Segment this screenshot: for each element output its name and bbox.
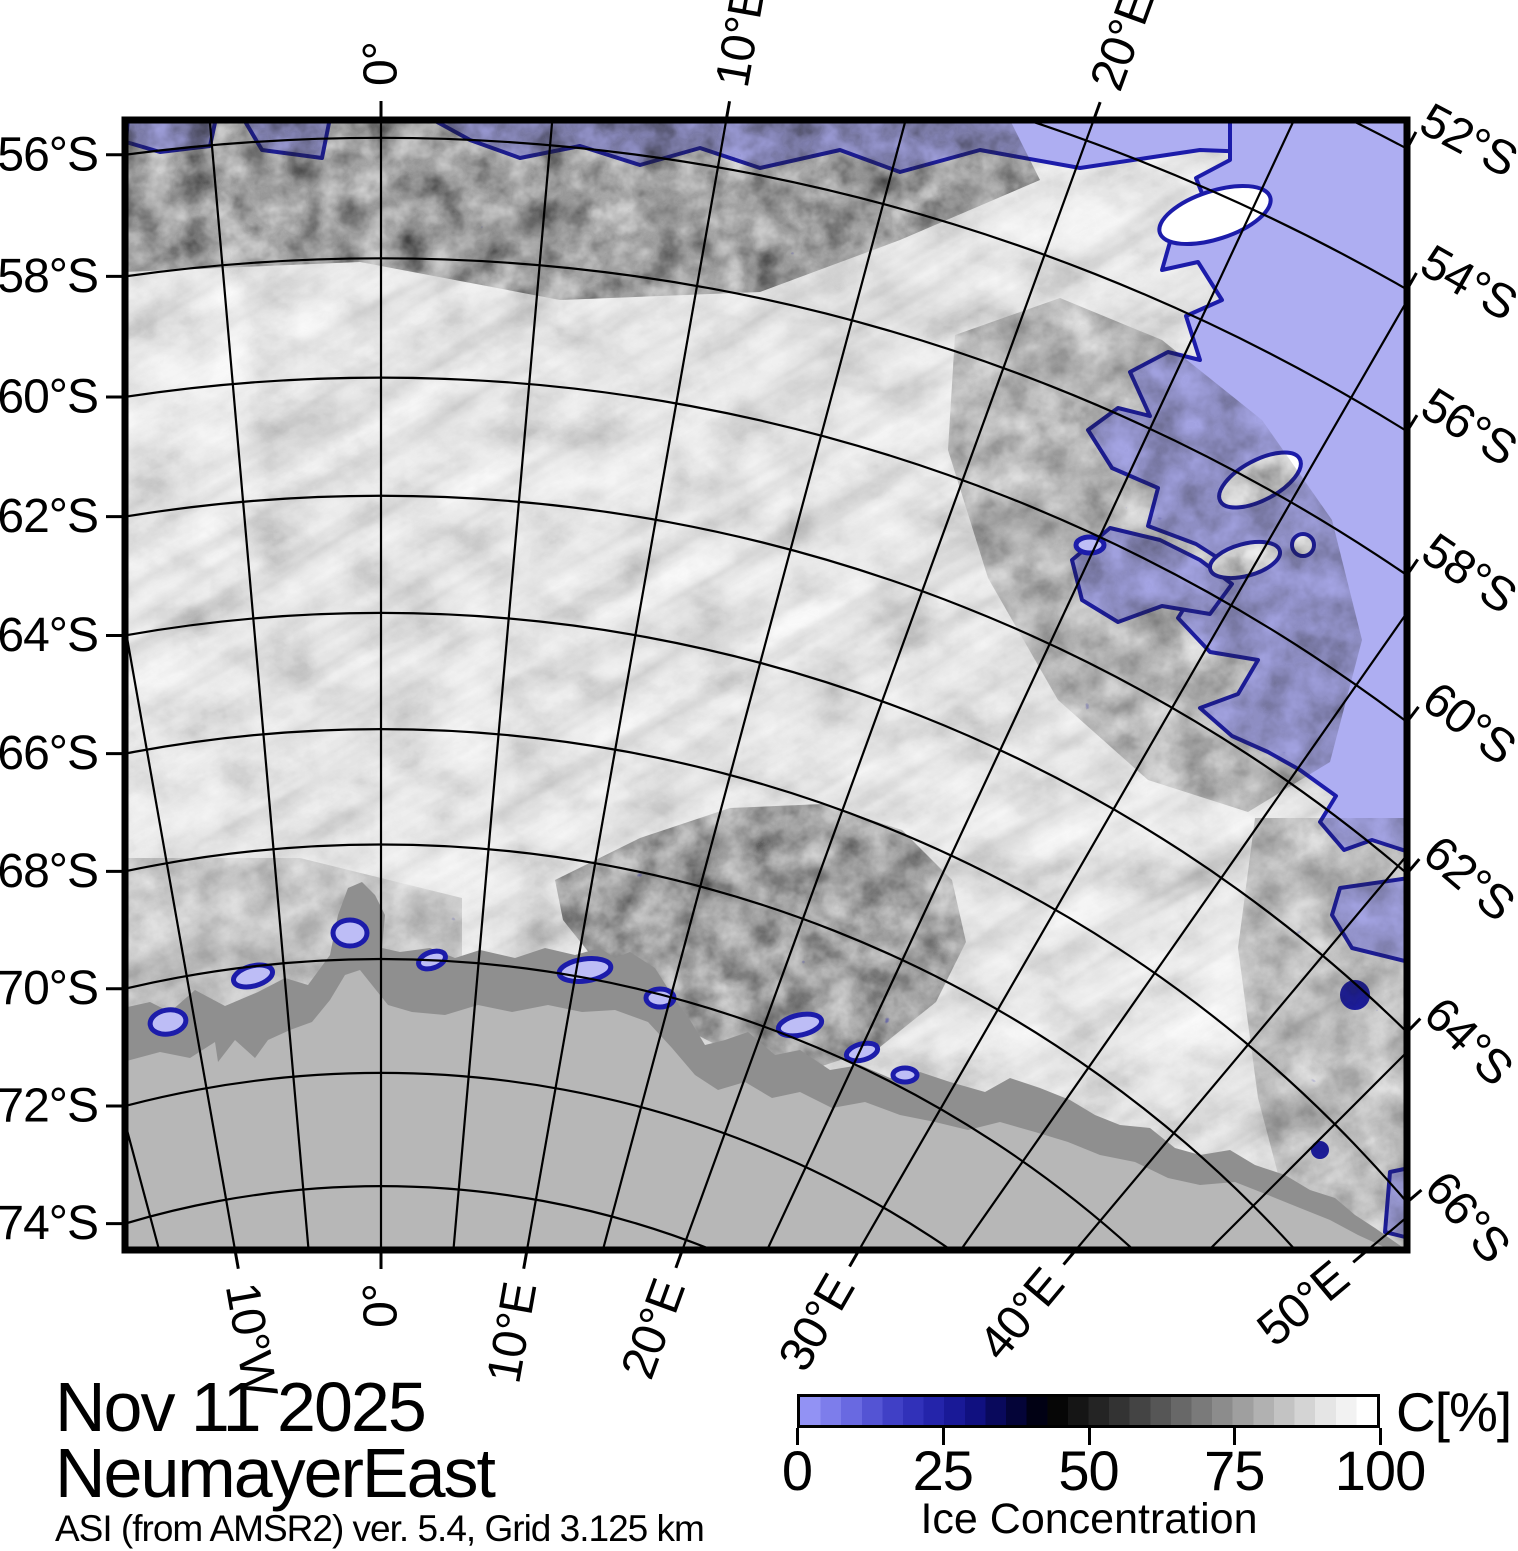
lon-label-bottom: 0° (355, 1284, 408, 1328)
lat-label-right: 58°S (1412, 524, 1518, 624)
lat-label-left: 72°S (0, 1080, 98, 1133)
map-date: Nov 11 2025 (55, 1372, 704, 1442)
lat-label-left: 74°S (0, 1197, 98, 1250)
lat-label-right: 60°S (1413, 672, 1518, 775)
lon-label-bottom: 20°E (611, 1273, 695, 1386)
map-source-note: ASI (from AMSR2) ver. 5.4, Grid 3.125 km (55, 1507, 704, 1551)
lat-label-right: 66°S (1414, 1162, 1518, 1273)
lat-label-left: 66°S (0, 727, 98, 780)
lat-label-left: 60°S (0, 370, 98, 423)
lat-label-left: 68°S (0, 845, 98, 898)
lon-label-top: 0° (355, 42, 408, 86)
lon-label-top: 10°E (706, 0, 776, 91)
lat-label-right: 64°S (1414, 988, 1518, 1096)
lat-label-left: 64°S (0, 609, 98, 662)
lat-label-right: 62°S (1413, 826, 1518, 932)
lon-label-bottom: 50°E (1248, 1252, 1359, 1357)
polynya-patch (1076, 537, 1104, 553)
lon-label-bottom: 30°E (769, 1266, 865, 1380)
lat-label-left: 70°S (0, 962, 98, 1015)
lat-label-right: 56°S (1412, 378, 1518, 476)
lon-label-bottom: 10°E (478, 1279, 548, 1387)
lat-label-left: 62°S (0, 490, 98, 543)
lat-label-right: 52°S (1411, 94, 1518, 188)
map-region-name: NeumayerEast (55, 1442, 704, 1504)
title-block: Nov 11 2025 NeumayerEast ASI (from AMSR2… (55, 1372, 704, 1551)
lon-label-top: 20°E (1080, 0, 1164, 97)
lat-label-left: 58°S (0, 250, 98, 303)
lat-label-right: 54°S (1412, 235, 1518, 331)
polynya-patch (333, 920, 367, 946)
lon-label-bottom: 40°E (969, 1259, 1074, 1370)
lat-label-left: 56°S (0, 128, 98, 181)
polynya-patch (893, 1068, 917, 1082)
